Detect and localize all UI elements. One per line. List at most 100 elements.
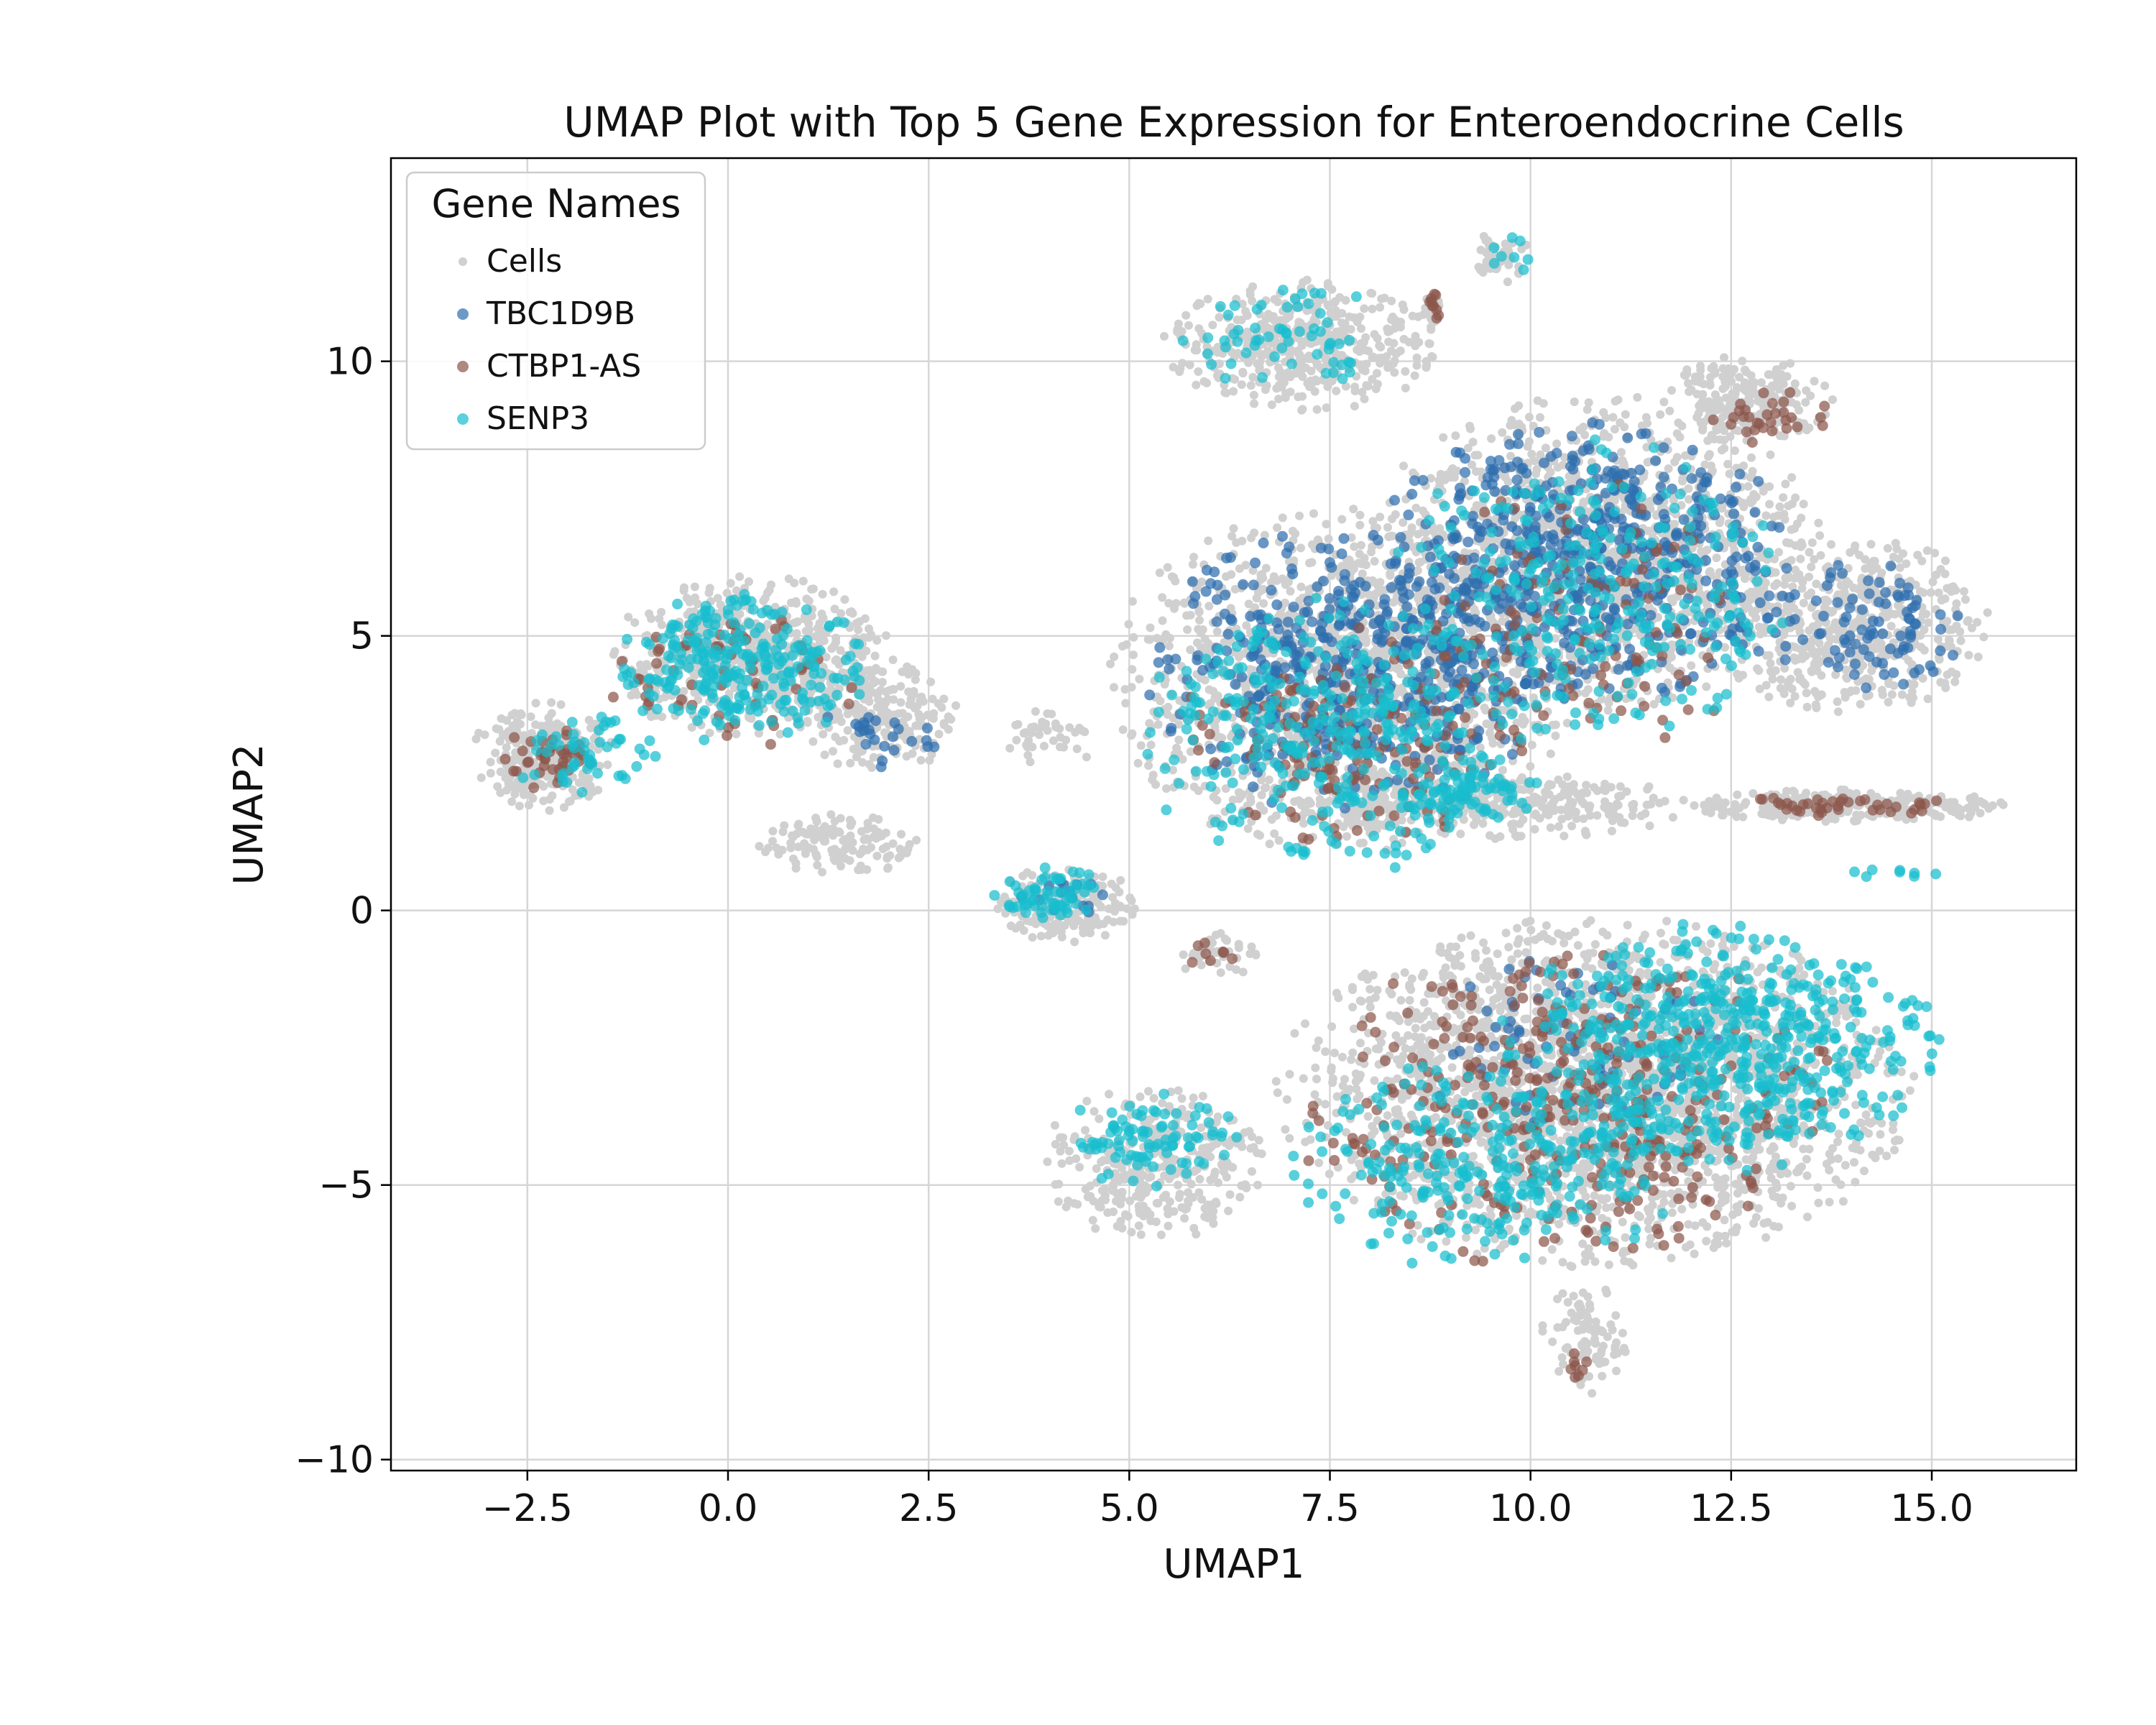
point-cells bbox=[1563, 791, 1572, 800]
point-cells bbox=[1950, 677, 1960, 686]
point-cells bbox=[1411, 341, 1420, 351]
point-cells bbox=[1257, 791, 1266, 800]
point-cells bbox=[1836, 785, 1846, 794]
point-cells bbox=[1712, 553, 1721, 563]
point-cells bbox=[1720, 443, 1729, 453]
point-cells bbox=[1940, 594, 1950, 603]
point-cells bbox=[1706, 461, 1715, 470]
point-cells bbox=[1312, 405, 1322, 414]
point-cells bbox=[1764, 692, 1774, 702]
point-cells bbox=[1190, 346, 1199, 354]
point-cells bbox=[1933, 635, 1943, 644]
point-cells bbox=[1544, 780, 1554, 789]
point-cells bbox=[1501, 473, 1510, 482]
point-cells bbox=[1439, 433, 1448, 442]
point-cells bbox=[1649, 794, 1658, 803]
point-cells bbox=[1332, 386, 1341, 395]
point-cells bbox=[1952, 599, 1961, 608]
point-cells bbox=[1800, 680, 1810, 689]
point-cells bbox=[1309, 509, 1318, 518]
point-cells bbox=[1705, 450, 1714, 459]
point-cells bbox=[1536, 413, 1544, 422]
point-cells bbox=[1110, 683, 1118, 692]
point-cells bbox=[1362, 381, 1371, 390]
point-cells bbox=[1918, 673, 1927, 683]
point-cells bbox=[1244, 599, 1253, 609]
point-cells bbox=[1370, 556, 1379, 566]
point-cells bbox=[1548, 720, 1557, 730]
point-cells bbox=[1248, 282, 1258, 291]
point-cells bbox=[1356, 540, 1365, 550]
point-cells bbox=[1164, 702, 1173, 712]
point-cells bbox=[1983, 608, 1992, 617]
point-cells bbox=[1204, 602, 1214, 611]
point-cells bbox=[1582, 781, 1591, 790]
point-cells bbox=[1481, 706, 1491, 715]
point-cells bbox=[1932, 570, 1941, 579]
point-cells bbox=[1785, 538, 1795, 548]
point-cells bbox=[1120, 685, 1130, 694]
grid-layer bbox=[391, 158, 2076, 1471]
point-cells bbox=[1984, 804, 1994, 813]
point-cells bbox=[1951, 586, 1961, 595]
point-cells bbox=[1772, 579, 1782, 588]
point-cells bbox=[1286, 586, 1295, 596]
point-cells bbox=[1787, 525, 1796, 534]
point-cells bbox=[1667, 1254, 1676, 1263]
point-cells bbox=[1741, 574, 1749, 584]
point-cells bbox=[1659, 397, 1669, 407]
point-cells bbox=[1816, 551, 1825, 560]
point-cells bbox=[1169, 604, 1179, 613]
point-cells bbox=[1504, 942, 1514, 952]
point-cells bbox=[1381, 645, 1390, 655]
point-cells bbox=[1748, 466, 1757, 476]
point-cells bbox=[1189, 782, 1199, 791]
point-cells bbox=[1324, 534, 1333, 543]
point-cells bbox=[1883, 543, 1892, 553]
point-cells bbox=[1889, 553, 1898, 561]
point-cells bbox=[1569, 780, 1578, 789]
point-cells bbox=[1204, 536, 1213, 546]
point-cells bbox=[1242, 310, 1251, 319]
point-cells bbox=[1160, 331, 1169, 341]
point-cells bbox=[1237, 380, 1246, 390]
point-cells bbox=[1473, 451, 1483, 460]
point-cells bbox=[1584, 398, 1593, 408]
point-cells bbox=[1388, 802, 1397, 811]
point-cells bbox=[1644, 782, 1654, 791]
point-cells bbox=[1377, 294, 1386, 303]
point-cells bbox=[1359, 338, 1368, 346]
point-cells bbox=[1192, 380, 1201, 390]
point-cells bbox=[1963, 616, 1973, 625]
point-cells bbox=[1718, 811, 1727, 820]
points-layer bbox=[471, 231, 2008, 1398]
point-cells bbox=[1530, 456, 1539, 466]
point-cells bbox=[1924, 618, 1933, 627]
point-cells bbox=[1350, 382, 1360, 392]
point-cells bbox=[1851, 686, 1861, 695]
point-cells bbox=[1710, 367, 1720, 377]
point-cells bbox=[1284, 368, 1293, 377]
point-cells bbox=[1355, 510, 1365, 520]
point-cells bbox=[1337, 318, 1347, 328]
point-cells bbox=[1641, 809, 1650, 818]
point-cells bbox=[1546, 823, 1555, 832]
point-cells bbox=[1401, 367, 1410, 376]
point-cells bbox=[1129, 632, 1138, 642]
point-cells bbox=[1765, 500, 1774, 509]
point-cells bbox=[1675, 433, 1685, 442]
point-cells bbox=[1715, 435, 1725, 444]
point-cells bbox=[1183, 625, 1192, 634]
point-cells bbox=[1401, 383, 1410, 392]
point-cells bbox=[1301, 1019, 1309, 1029]
point-cells bbox=[1383, 327, 1393, 336]
point-cells bbox=[1169, 765, 1177, 775]
point-cells bbox=[1244, 358, 1253, 367]
point-cells bbox=[1941, 803, 1950, 811]
point-cells bbox=[1136, 741, 1146, 750]
point-cells bbox=[1562, 719, 1572, 727]
point-cells bbox=[1887, 690, 1897, 699]
point-cells bbox=[1827, 540, 1835, 549]
point-cells bbox=[1797, 654, 1807, 663]
point-cells bbox=[1802, 702, 1812, 712]
